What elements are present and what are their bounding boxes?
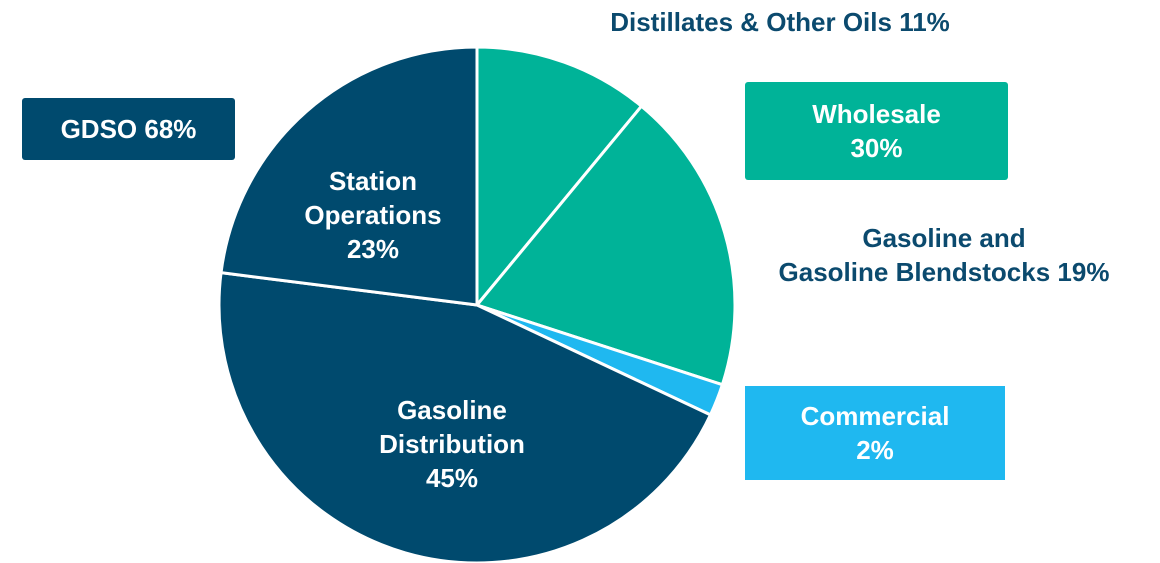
- slice-name: Distillates & Other Oils: [610, 7, 892, 37]
- slice-value: 2%: [856, 435, 894, 465]
- slice-label: Distillates & Other Oils 11%: [610, 5, 950, 39]
- group-label: GDSO: [60, 114, 138, 144]
- pie-slice: [475, 45, 643, 307]
- slice-name: Gasoline Distribution: [379, 395, 525, 459]
- group-box: Wholesale 30%: [745, 82, 1008, 180]
- slice-value: 23%: [346, 234, 400, 264]
- slice-value: 11%: [899, 7, 950, 37]
- slice-name: Station Operations: [304, 166, 442, 230]
- pie-slice: [475, 104, 737, 387]
- slice-label: Gasoline Distribution 45%: [379, 393, 525, 495]
- slice-name: Gasoline and Gasoline Blendstocks: [778, 223, 1051, 287]
- slice-value: 45%: [425, 463, 479, 493]
- slice-label: Gasoline and Gasoline Blendstocks 19%: [779, 221, 1110, 289]
- pie-slice: [219, 45, 479, 307]
- slice-name: Commercial: [800, 401, 950, 431]
- commercial-box: Commercial 2%: [745, 386, 1005, 480]
- group-label: Wholesale: [812, 99, 941, 129]
- pie-slice: [217, 271, 712, 563]
- slice-label: Station Operations 23%: [304, 164, 441, 266]
- group-box: GDSO 68%: [22, 98, 235, 160]
- slice-value: 19%: [1057, 257, 1110, 287]
- group-value: 30%: [850, 133, 903, 163]
- group-value: 68%: [144, 114, 197, 144]
